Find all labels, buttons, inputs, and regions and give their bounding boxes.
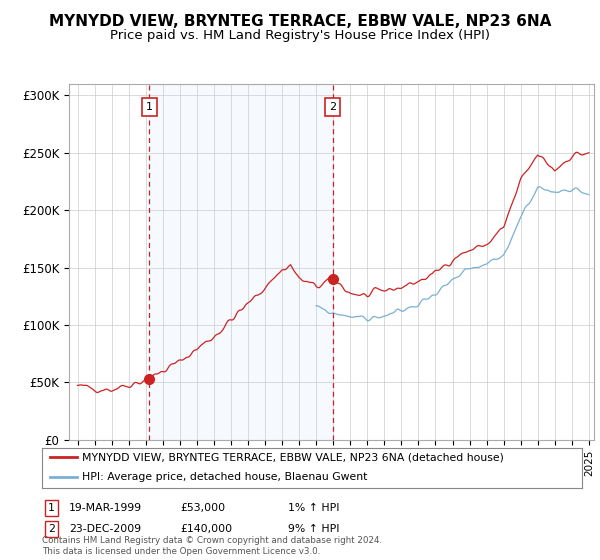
Text: Price paid vs. HM Land Registry's House Price Index (HPI): Price paid vs. HM Land Registry's House …: [110, 29, 490, 42]
Bar: [149, 84, 333, 440]
Text: 1% ↑ HPI: 1% ↑ HPI: [288, 503, 340, 513]
Text: 1: 1: [48, 503, 55, 513]
Text: 23-DEC-2009: 23-DEC-2009: [69, 524, 141, 534]
Text: 19-MAR-1999: 19-MAR-1999: [69, 503, 142, 513]
Text: MYNYDD VIEW, BRYNTEG TERRACE, EBBW VALE, NP23 6NA: MYNYDD VIEW, BRYNTEG TERRACE, EBBW VALE,…: [49, 14, 551, 29]
Text: £53,000: £53,000: [180, 503, 225, 513]
Text: HPI: Average price, detached house, Blaenau Gwent: HPI: Average price, detached house, Blae…: [83, 473, 368, 482]
Text: MYNYDD VIEW, BRYNTEG TERRACE, EBBW VALE, NP23 6NA (detached house): MYNYDD VIEW, BRYNTEG TERRACE, EBBW VALE,…: [83, 452, 505, 462]
Text: 2: 2: [48, 524, 55, 534]
Text: £140,000: £140,000: [180, 524, 232, 534]
Text: 1: 1: [146, 102, 153, 112]
Text: 2: 2: [329, 102, 337, 112]
Text: 9% ↑ HPI: 9% ↑ HPI: [288, 524, 340, 534]
Text: Contains HM Land Registry data © Crown copyright and database right 2024.
This d: Contains HM Land Registry data © Crown c…: [42, 536, 382, 556]
